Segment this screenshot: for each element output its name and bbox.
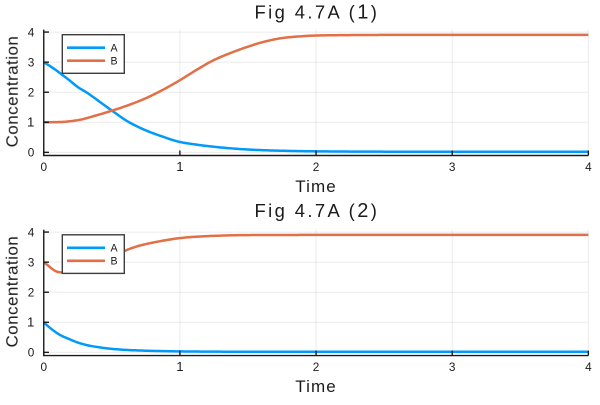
svg-text:Concentration: Concentration xyxy=(3,36,22,148)
svg-text:3: 3 xyxy=(449,160,456,174)
svg-text:A: A xyxy=(111,43,119,55)
svg-text:Fig 4.7A (1): Fig 4.7A (1) xyxy=(255,2,380,24)
svg-text:2: 2 xyxy=(313,360,320,374)
svg-text:2: 2 xyxy=(28,85,35,99)
svg-text:4: 4 xyxy=(585,160,592,174)
svg-text:4: 4 xyxy=(585,360,592,374)
svg-text:Time: Time xyxy=(295,177,337,196)
svg-text:3: 3 xyxy=(449,360,456,374)
svg-text:Concentration: Concentration xyxy=(3,236,22,348)
svg-text:Time: Time xyxy=(295,377,337,396)
svg-text:2: 2 xyxy=(28,285,35,299)
svg-text:Fig 4.7A (2): Fig 4.7A (2) xyxy=(255,200,380,222)
svg-text:1: 1 xyxy=(176,159,183,174)
svg-text:0: 0 xyxy=(40,360,47,374)
svg-text:B: B xyxy=(111,256,118,268)
svg-text:1: 1 xyxy=(176,359,183,374)
svg-text:A: A xyxy=(111,243,119,255)
svg-text:3: 3 xyxy=(28,55,35,69)
svg-text:B: B xyxy=(111,56,118,68)
svg-text:3: 3 xyxy=(28,255,35,269)
svg-text:0: 0 xyxy=(40,160,47,174)
svg-text:4: 4 xyxy=(28,225,35,239)
svg-text:0: 0 xyxy=(28,146,35,160)
svg-text:2: 2 xyxy=(313,160,320,174)
svg-text:1: 1 xyxy=(27,114,34,129)
svg-text:4: 4 xyxy=(28,25,35,39)
svg-text:0: 0 xyxy=(28,346,35,360)
svg-text:1: 1 xyxy=(27,314,34,329)
